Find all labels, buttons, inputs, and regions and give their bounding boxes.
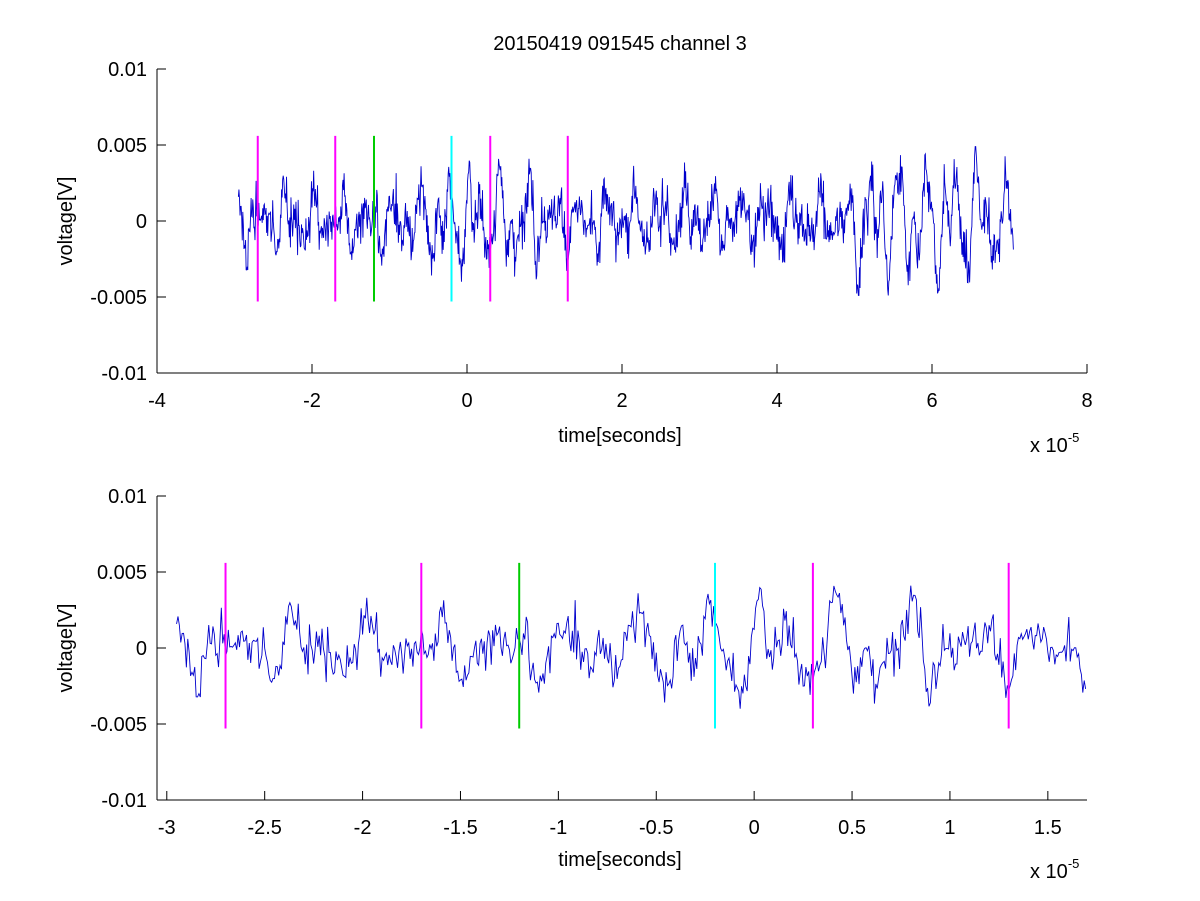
x-tick-label: 4 (771, 390, 782, 412)
x-tick-label: -2 (303, 390, 321, 412)
x-tick-label: -3 (158, 817, 176, 839)
subplot-top: time[seconds] voltage[V] x 10-5 -0.01 -0.… (55, 59, 1093, 457)
signal-trace (176, 585, 1087, 709)
x-tick-label: 0.5 (838, 817, 866, 839)
bottom-x-exponent-power: -5 (1068, 856, 1080, 871)
y-tick-label: 0 (136, 211, 147, 233)
signal-trace (237, 146, 1014, 296)
x-tick-label: -1.5 (443, 817, 477, 839)
x-tick-label: 2 (616, 390, 627, 412)
x-tick-label: -1 (549, 817, 567, 839)
x-tick-label: -2.5 (247, 817, 281, 839)
x-tick-label: 6 (926, 390, 937, 412)
top-ylabel: voltage[V] (55, 177, 77, 266)
y-tick-label: -0.005 (90, 714, 147, 736)
x-tick-label: 1 (944, 817, 955, 839)
y-tick-label: -0.005 (90, 287, 147, 309)
subplot-bottom: time[seconds] voltage[V] x 10-5 -0.01 -0.… (55, 486, 1087, 883)
x-tick-label: -2 (354, 817, 372, 839)
top-x-exponent: x 10-5 (1030, 430, 1079, 457)
y-tick-label: 0.01 (108, 59, 147, 81)
bottom-ylabel: voltage[V] (55, 604, 77, 693)
x-tick-label: -4 (148, 390, 166, 412)
bottom-x-exponent: x 10-5 (1030, 856, 1079, 883)
top-xlabel: time[seconds] (558, 425, 681, 447)
x-tick-label: -0.5 (639, 817, 673, 839)
top-x-exponent-base: x 10 (1030, 435, 1068, 457)
y-tick-label: -0.01 (101, 363, 147, 385)
y-tick-label: 0.01 (108, 486, 147, 508)
x-tick-label: 8 (1081, 390, 1092, 412)
y-tick-label: 0.005 (97, 562, 147, 584)
y-tick-label: 0.005 (97, 135, 147, 157)
y-tick-label: 0 (136, 638, 147, 660)
x-tick-label: 1.5 (1034, 817, 1062, 839)
top-x-exponent-power: -5 (1068, 430, 1080, 445)
y-tick-label: -0.01 (101, 790, 147, 812)
figure-title: 20150419 091545 channel 3 (493, 33, 747, 55)
x-tick-label: 0 (749, 817, 760, 839)
bottom-xlabel: time[seconds] (558, 849, 681, 871)
bottom-x-exponent-base: x 10 (1030, 861, 1068, 883)
x-tick-label: 0 (461, 390, 472, 412)
